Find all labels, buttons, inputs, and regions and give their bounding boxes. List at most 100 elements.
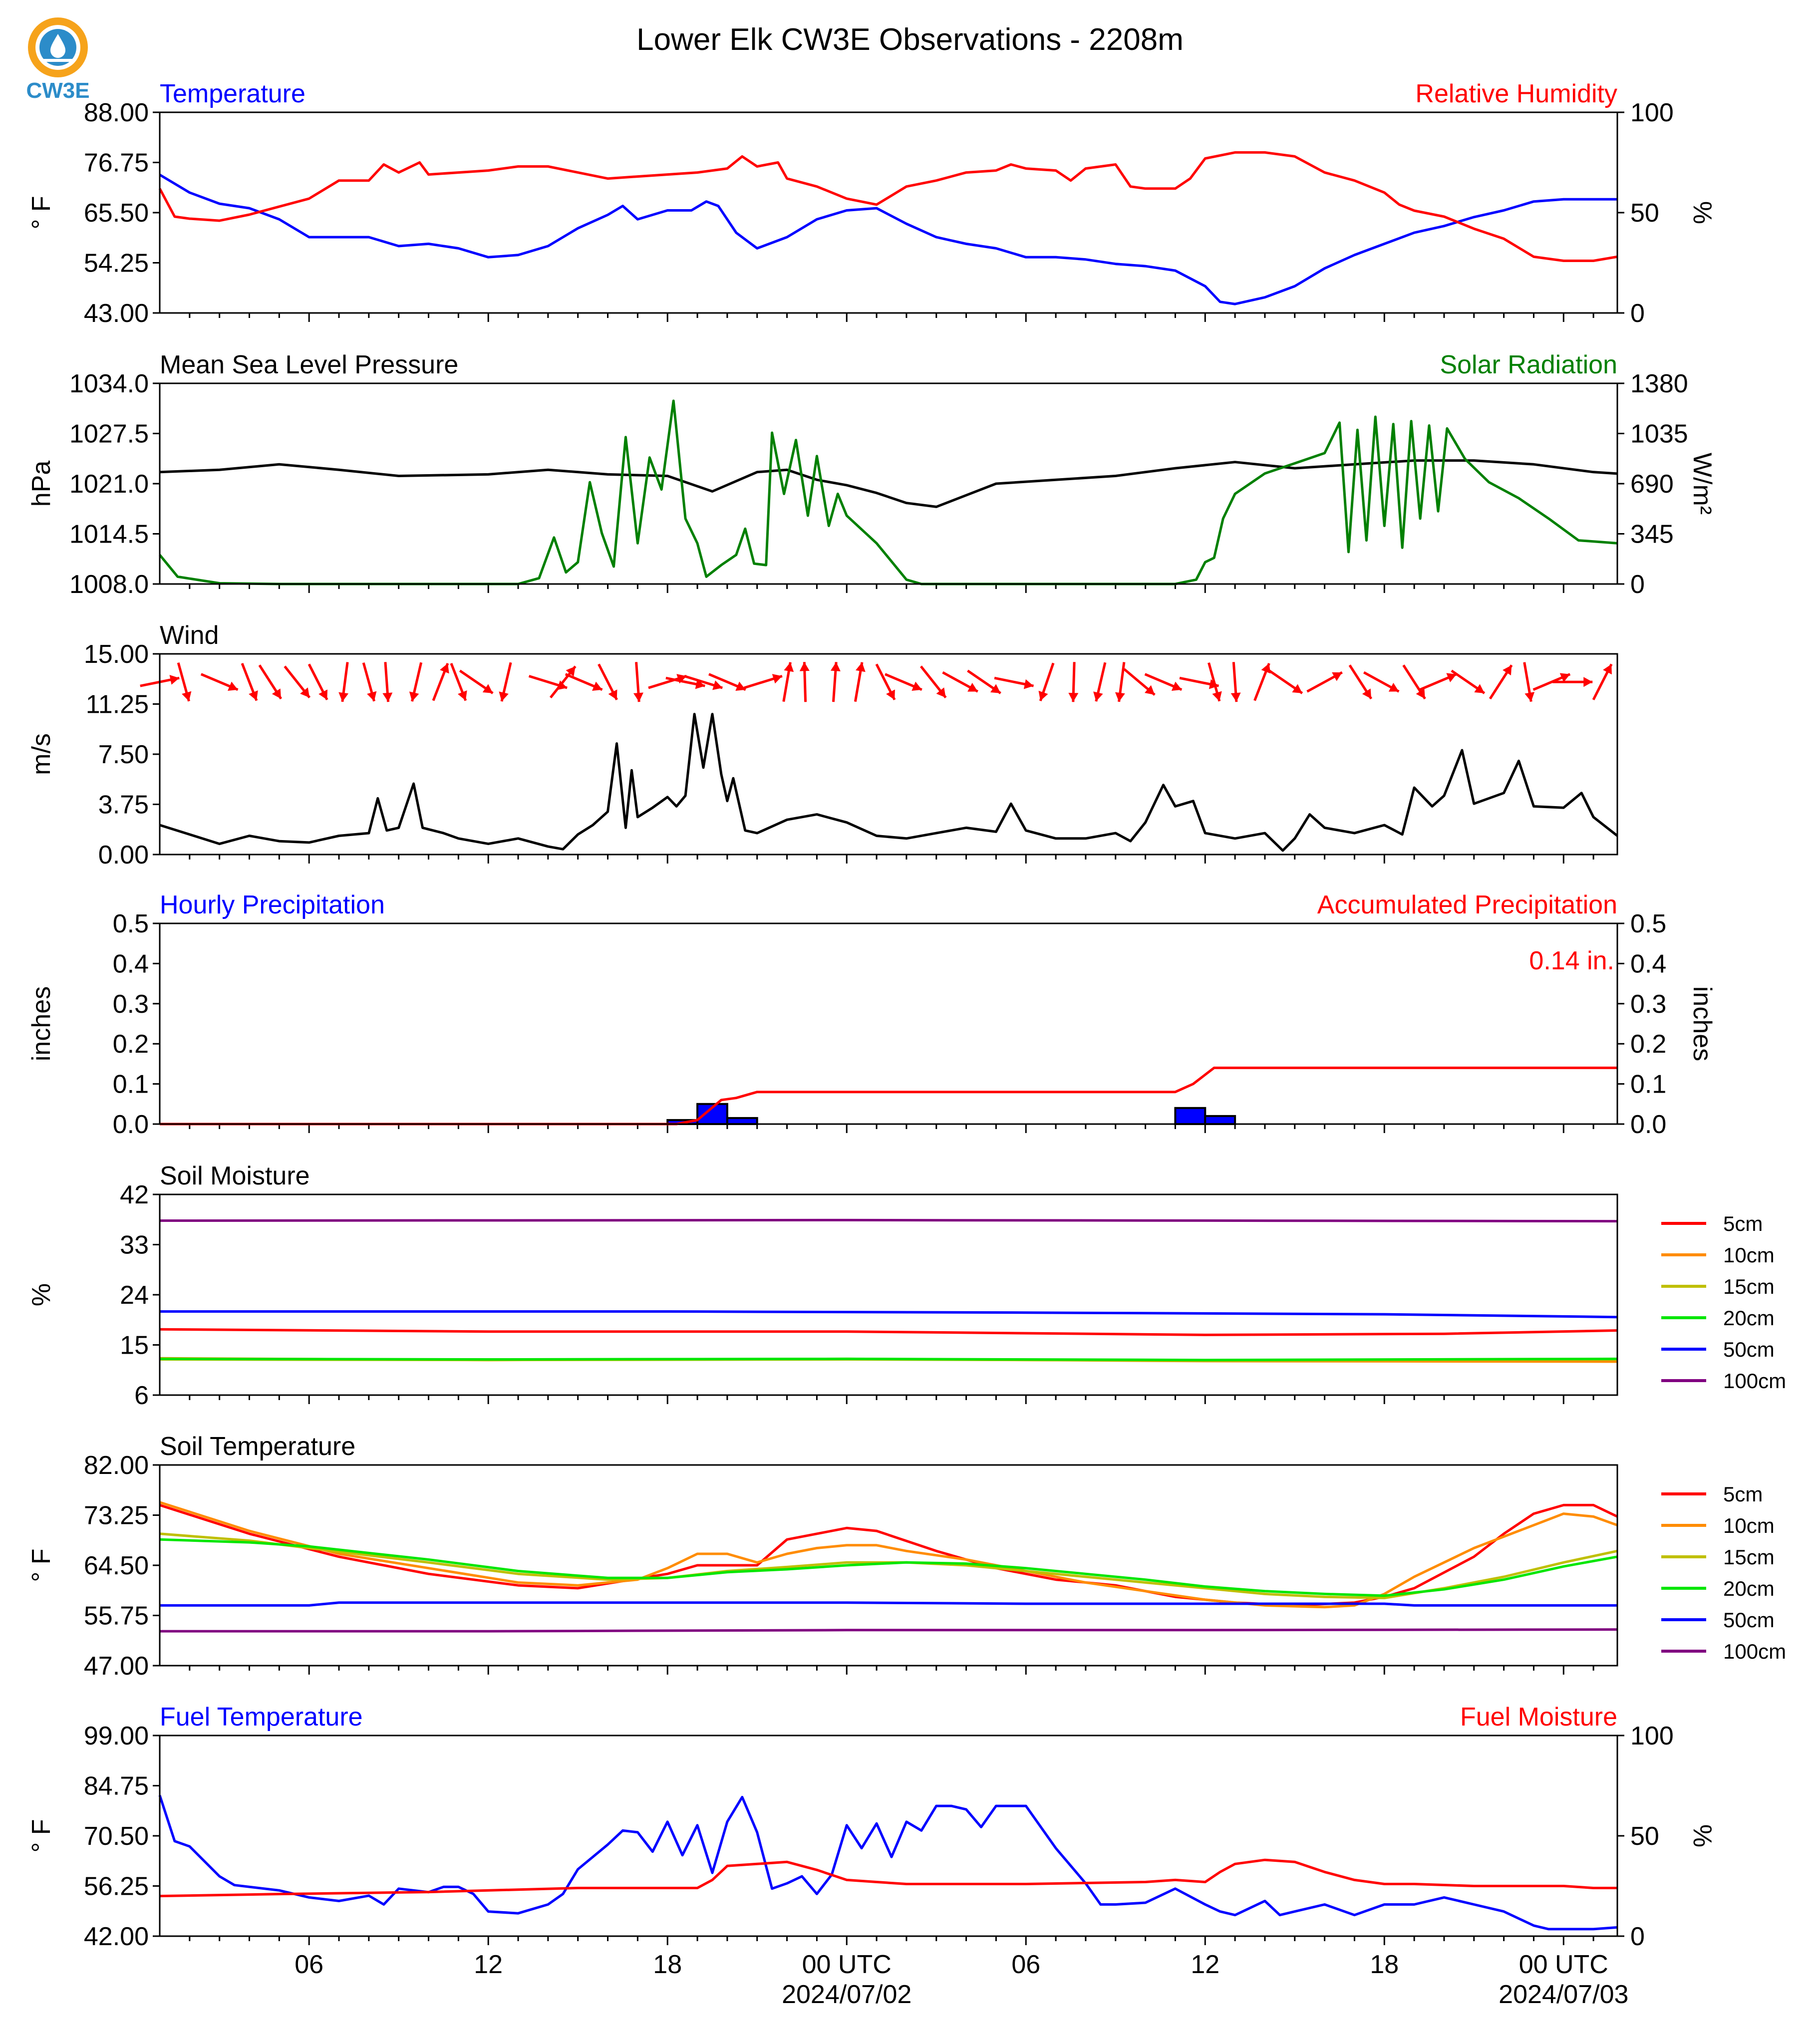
panel-title-left: Mean Sea Level Pressure bbox=[160, 350, 458, 379]
wind-arrow-head bbox=[856, 662, 866, 672]
y-tick-label-left: 65.50 bbox=[84, 199, 149, 228]
wind-arrow-head bbox=[784, 662, 794, 672]
plot-area bbox=[158, 151, 1618, 305]
panel-title-left: Temperature bbox=[160, 79, 305, 108]
y-tick-label-left: 15 bbox=[120, 1331, 149, 1360]
y-axis-label-left: ° F bbox=[27, 196, 56, 229]
y-tick-label-right: 100 bbox=[1630, 1722, 1674, 1750]
y-axis-label-left: ° F bbox=[27, 1548, 56, 1582]
plot-area bbox=[140, 662, 1618, 852]
wind-arrow-head bbox=[458, 690, 467, 701]
panel-frame bbox=[159, 653, 1618, 856]
y-tick-label-left: 82.00 bbox=[84, 1451, 149, 1480]
x-tick-label: 06 bbox=[1011, 1950, 1040, 1979]
series-accumulated-precipitation bbox=[160, 1066, 1617, 1126]
series-temperature bbox=[159, 173, 1617, 305]
x-date-label: 2024/07/02 bbox=[782, 1980, 911, 2009]
wind-arrow-head bbox=[1416, 688, 1425, 699]
plot-area bbox=[160, 1066, 1617, 1126]
legend: 5cm 10cm 15cm 20cm 50cm 100cm bbox=[1661, 1212, 1786, 1393]
wind-arrow-head bbox=[169, 675, 180, 685]
y-tick-label-right: 0 bbox=[1630, 299, 1645, 328]
series-15cm bbox=[159, 1532, 1618, 1599]
wind-arrow-head bbox=[608, 689, 617, 700]
y-tick-label-left: 42 bbox=[120, 1180, 149, 1209]
wind-arrow-head bbox=[318, 689, 328, 700]
y-tick-label-left: 73.25 bbox=[84, 1501, 149, 1530]
y-tick-label-left: 0.0 bbox=[113, 1110, 149, 1139]
wind-arrow-head bbox=[911, 681, 922, 691]
wind-arrow-head bbox=[300, 687, 310, 698]
wind-arrow-head bbox=[1212, 691, 1222, 701]
y-tick-label-right: 0.2 bbox=[1630, 1030, 1666, 1059]
y-tick-label-right: 100 bbox=[1630, 98, 1674, 127]
y-tick-label-right: 0.1 bbox=[1630, 1070, 1666, 1099]
wind-arrow-head bbox=[967, 683, 978, 692]
y-tick-label-right: 0 bbox=[1630, 570, 1645, 599]
series-fuel-temperature bbox=[158, 1795, 1618, 1931]
y-tick-label-left: 47.00 bbox=[84, 1652, 149, 1681]
x-date-label: 2024/07/03 bbox=[1499, 1980, 1628, 2009]
y-tick-label-left: 64.50 bbox=[84, 1551, 149, 1580]
wind-arrow-head bbox=[566, 666, 576, 677]
legend-label: 5cm bbox=[1723, 1212, 1763, 1235]
panel-title-left: Soil Temperature bbox=[160, 1432, 355, 1461]
figure-title: Lower Elk CW3E Observations - 2208m bbox=[636, 22, 1184, 57]
panel-title-right: Accumulated Precipitation bbox=[1317, 890, 1617, 919]
series-10cm bbox=[159, 1501, 1618, 1609]
series-100cm bbox=[160, 1628, 1618, 1633]
panel-frame bbox=[159, 1735, 1618, 1937]
legend-label: 50cm bbox=[1723, 1338, 1775, 1361]
y-tick-label-left: 55.75 bbox=[84, 1602, 149, 1631]
series-50cm bbox=[160, 1601, 1617, 1607]
panel-wind: Wind 0.00 3.75 7.50 11.25 15.00 m/s bbox=[27, 621, 1618, 869]
wind-arrow-head bbox=[272, 688, 282, 699]
precip-bar bbox=[1174, 1107, 1207, 1126]
wind-arrow-head bbox=[1503, 665, 1512, 676]
panel-soil_moisture: Soil Moisture 6 15 24 33 42% 5cm 10cm 15cm 20cm 50… bbox=[27, 1161, 1786, 1410]
legend-label: 15cm bbox=[1723, 1545, 1775, 1569]
cw3e-logo: CW3E bbox=[26, 17, 90, 103]
panel-temp_rh: Temperature Relative Humidity 43.00 54.25 65… bbox=[27, 79, 1717, 328]
y-tick-label-right: 0 bbox=[1630, 1922, 1645, 1951]
legend: 5cm 10cm 15cm 20cm 50cm 100cm bbox=[1661, 1482, 1786, 1663]
y-tick-label-left: 88.00 bbox=[84, 98, 149, 127]
panel-soil_temp: Soil Temperature 47.00 55.75 64.50 73.25 82.0… bbox=[27, 1432, 1786, 1681]
y-tick-label-left: 11.25 bbox=[86, 690, 149, 719]
panel-frame bbox=[159, 922, 1618, 1125]
wind-arrow-head bbox=[1145, 685, 1155, 695]
wind-arrow-head bbox=[482, 684, 493, 693]
y-axis-label-right: % bbox=[1688, 201, 1717, 224]
legend-label: 15cm bbox=[1723, 1275, 1775, 1298]
logo-text: CW3E bbox=[26, 78, 89, 103]
y-axis-label-left: inches bbox=[27, 986, 56, 1061]
legend-label: 100cm bbox=[1723, 1369, 1786, 1393]
y-tick-label-right: 1380 bbox=[1630, 369, 1688, 398]
series-relative-humidity bbox=[158, 151, 1618, 262]
y-tick-label-left: 56.25 bbox=[84, 1872, 149, 1901]
wind-arrow-head bbox=[936, 687, 946, 698]
y-tick-label-left: 42.00 bbox=[84, 1922, 149, 1951]
wind-arrow-head bbox=[1230, 692, 1241, 702]
wind-arrow-head bbox=[1115, 692, 1125, 702]
wind-arrow-head bbox=[1603, 664, 1612, 675]
y-axis-label-right: % bbox=[1688, 1824, 1717, 1847]
wind-arrow-head bbox=[695, 679, 705, 689]
wind-arrow-head bbox=[409, 691, 419, 702]
wind-arrow-head bbox=[592, 681, 603, 691]
plot-area bbox=[159, 1218, 1618, 1363]
legend-label: 20cm bbox=[1723, 1577, 1775, 1600]
panel-title-right: Relative Humidity bbox=[1415, 79, 1617, 108]
wind-arrow-head bbox=[1446, 673, 1457, 682]
y-tick-label-right: 0.0 bbox=[1630, 1110, 1666, 1139]
y-tick-label-left: 70.50 bbox=[84, 1822, 149, 1851]
legend-label: 100cm bbox=[1723, 1640, 1786, 1663]
wind-arrow-head bbox=[1068, 692, 1079, 702]
wind-arrow-head bbox=[735, 681, 746, 691]
legend-label: 5cm bbox=[1723, 1482, 1763, 1506]
series-20cm bbox=[159, 1538, 1618, 1597]
y-tick-label-left: 24 bbox=[120, 1281, 149, 1310]
wind-arrow-head bbox=[1023, 679, 1034, 689]
x-tick-label: 06 bbox=[295, 1950, 323, 1979]
